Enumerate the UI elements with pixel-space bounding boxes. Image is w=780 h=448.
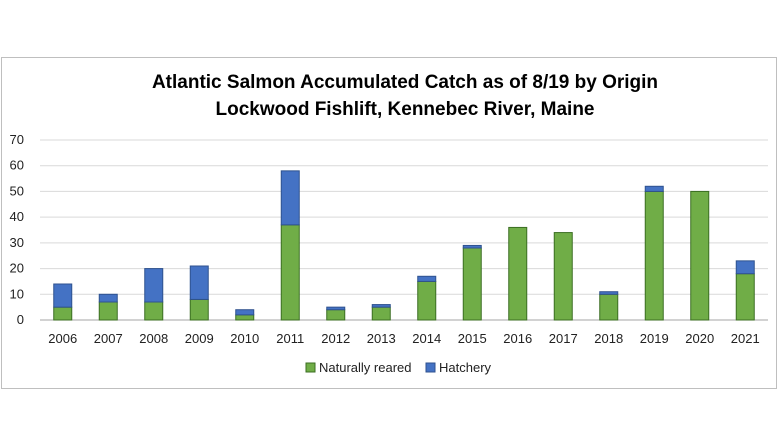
x-tick-label: 2020 <box>685 331 714 346</box>
bar-naturally-reared <box>553 232 573 321</box>
bar-hatchery <box>371 304 391 308</box>
legend: Naturally reared Hatchery <box>305 360 492 375</box>
x-tick-label: 2016 <box>503 331 532 346</box>
x-tick-label: 2013 <box>367 331 396 346</box>
x-tick-label: 2018 <box>594 331 623 346</box>
legend-label: Naturally reared <box>319 360 412 375</box>
y-tick-label: 60 <box>10 158 24 173</box>
y-tick-label: 10 <box>10 286 24 301</box>
bar-hatchery <box>417 275 437 282</box>
bar-naturally-reared <box>280 224 300 321</box>
bar-naturally-reared <box>417 280 437 321</box>
x-tick-label: 2008 <box>139 331 168 346</box>
bars <box>53 170 755 321</box>
bar-naturally-reared <box>144 301 164 321</box>
y-tick-label: 40 <box>10 209 24 224</box>
x-tick-label: 2017 <box>549 331 578 346</box>
legend-swatch <box>425 362 436 373</box>
chart-subtitle: Lockwood Fishlift, Kennebec River, Maine <box>215 99 594 120</box>
bar-naturally-reared <box>98 301 118 321</box>
y-tick-label: 20 <box>10 261 24 276</box>
bar-naturally-reared <box>326 309 346 321</box>
bar-naturally-reared <box>235 314 255 321</box>
y-tick-label: 50 <box>10 183 24 198</box>
bar-hatchery <box>53 283 73 308</box>
x-tick-label: 2019 <box>640 331 669 346</box>
bar-naturally-reared <box>508 226 528 321</box>
bar-naturally-reared <box>690 190 710 321</box>
x-tick-label: 2009 <box>185 331 214 346</box>
bar-hatchery <box>144 268 164 303</box>
bar-naturally-reared <box>371 306 391 321</box>
legend-label: Hatchery <box>439 360 492 375</box>
bar-naturally-reared <box>599 293 619 321</box>
y-tick-label: 70 <box>10 132 24 147</box>
bar-hatchery <box>280 170 300 226</box>
x-tick-label: 2007 <box>94 331 123 346</box>
bar-hatchery <box>189 265 209 300</box>
x-tick-label: 2021 <box>731 331 760 346</box>
bar-hatchery <box>462 244 482 249</box>
x-tick-label: 2010 <box>230 331 259 346</box>
bar-hatchery <box>235 309 255 316</box>
bar-hatchery <box>98 293 118 303</box>
y-tick-label: 30 <box>10 235 24 250</box>
x-tick-label: 2011 <box>276 331 304 346</box>
x-tick-label: 2014 <box>412 331 441 346</box>
bar-naturally-reared <box>644 190 664 321</box>
bar-naturally-reared <box>53 306 73 321</box>
y-tick-label: 0 <box>17 312 24 327</box>
chart-title: Atlantic Salmon Accumulated Catch as of … <box>152 72 658 93</box>
bar-hatchery <box>326 306 346 311</box>
bar-naturally-reared <box>735 273 755 321</box>
bar-naturally-reared <box>462 247 482 321</box>
x-tick-label: 2012 <box>321 331 350 346</box>
bar-hatchery <box>735 260 755 275</box>
bar-hatchery <box>599 291 619 295</box>
x-tick-label: 2006 <box>48 331 77 346</box>
y-axis-ticks: 0 10 20 30 40 50 60 70 <box>10 132 24 327</box>
bar-hatchery <box>644 185 664 192</box>
x-axis-ticks: 2006 2007 2008 2009 2010 2011 2012 2013 2014 2015… <box>48 331 759 346</box>
bar-naturally-reared <box>189 298 209 321</box>
legend-swatch <box>305 362 316 373</box>
x-tick-label: 2015 <box>458 331 487 346</box>
